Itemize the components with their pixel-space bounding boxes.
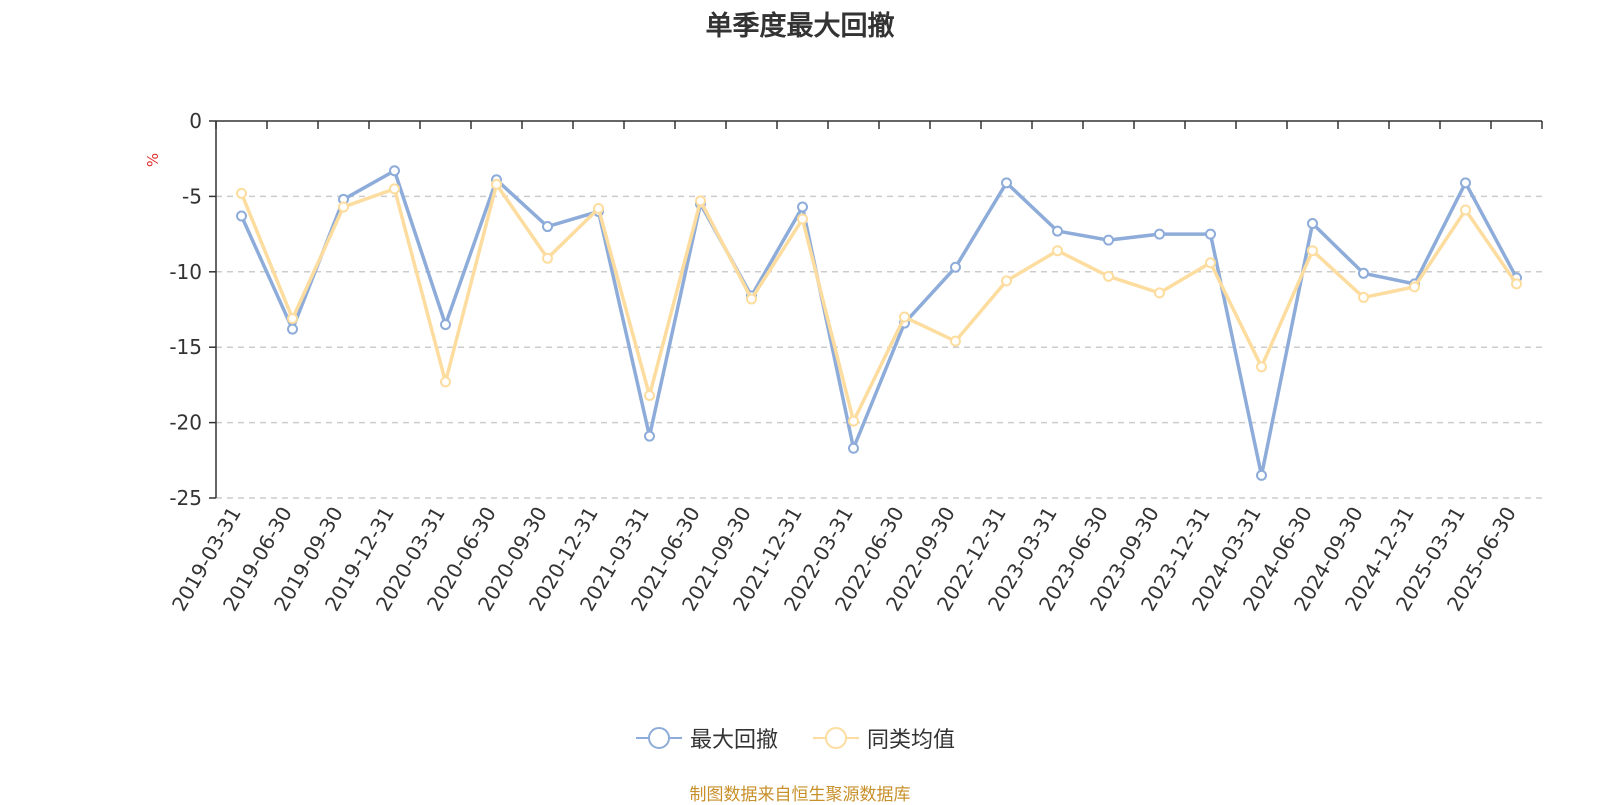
data-point[interactable] bbox=[899, 311, 910, 323]
data-point[interactable] bbox=[1409, 281, 1420, 293]
data-point[interactable] bbox=[1001, 275, 1012, 287]
data-point[interactable] bbox=[1307, 245, 1318, 257]
data-point[interactable] bbox=[1052, 245, 1063, 257]
data-point[interactable] bbox=[1460, 204, 1471, 216]
data-point[interactable] bbox=[1154, 228, 1165, 240]
data-point[interactable] bbox=[338, 201, 349, 213]
data-point[interactable] bbox=[1256, 361, 1267, 373]
source-note: 制图数据来自恒生聚源数据库 bbox=[689, 785, 911, 805]
data-point[interactable] bbox=[287, 323, 298, 335]
data-point[interactable] bbox=[1511, 278, 1522, 290]
data-point[interactable] bbox=[1358, 267, 1369, 279]
y-tick-label: -25 bbox=[169, 486, 202, 510]
series-lines bbox=[236, 165, 1522, 481]
series-1 bbox=[236, 178, 1522, 427]
data-point[interactable] bbox=[1103, 234, 1114, 246]
axes: 0-5-10-15-20-252019-03-312019-06-302019-… bbox=[167, 109, 1543, 615]
chart-title: 单季度最大回撤 bbox=[705, 11, 895, 42]
y-tick-label: -10 bbox=[169, 260, 202, 284]
data-point[interactable] bbox=[848, 442, 859, 454]
data-point[interactable] bbox=[1256, 469, 1267, 481]
y-tick-label: -15 bbox=[169, 335, 202, 359]
y-tick-label: 0 bbox=[189, 109, 202, 133]
data-point[interactable] bbox=[695, 195, 706, 207]
data-point[interactable] bbox=[797, 201, 808, 213]
data-point[interactable] bbox=[1103, 270, 1114, 282]
legend-item-category-average[interactable]: 同类均值 bbox=[813, 722, 955, 754]
data-point[interactable] bbox=[848, 415, 859, 427]
data-point[interactable] bbox=[950, 261, 961, 273]
data-point[interactable] bbox=[440, 376, 451, 388]
data-point[interactable] bbox=[491, 178, 502, 190]
data-point[interactable] bbox=[1154, 287, 1165, 299]
grid-lines bbox=[216, 195, 1542, 499]
data-point[interactable] bbox=[287, 313, 298, 325]
data-point[interactable] bbox=[797, 213, 808, 225]
data-point[interactable] bbox=[746, 293, 757, 305]
y-tick-label: -5 bbox=[182, 184, 202, 208]
series-line bbox=[239, 169, 1519, 478]
data-point[interactable] bbox=[1307, 218, 1318, 230]
data-point[interactable] bbox=[389, 183, 400, 195]
data-point[interactable] bbox=[644, 389, 655, 401]
data-point[interactable] bbox=[1205, 257, 1216, 269]
data-point[interactable] bbox=[389, 165, 400, 177]
data-point[interactable] bbox=[1358, 291, 1369, 303]
data-point[interactable] bbox=[593, 202, 604, 214]
data-point[interactable] bbox=[1460, 177, 1471, 189]
legend: 最大回撤 同类均值 bbox=[0, 722, 1600, 754]
data-point[interactable] bbox=[440, 319, 451, 331]
series-0 bbox=[236, 165, 1522, 481]
series-line bbox=[239, 182, 1518, 423]
data-point[interactable] bbox=[644, 430, 655, 442]
data-point[interactable] bbox=[1205, 228, 1216, 240]
y-tick-label: -20 bbox=[169, 411, 202, 435]
data-point[interactable] bbox=[542, 221, 553, 233]
legend-item-max-drawdown[interactable]: 最大回撤 bbox=[636, 722, 778, 754]
legend-label: 最大回撤 bbox=[690, 728, 779, 753]
data-point[interactable] bbox=[236, 187, 247, 199]
legend-label: 同类均值 bbox=[867, 728, 956, 753]
data-point[interactable] bbox=[542, 252, 553, 264]
data-point[interactable] bbox=[1001, 177, 1012, 189]
legend-marker-icon bbox=[813, 727, 859, 749]
line-chart: 0-5-10-15-20-252019-03-312019-06-302019-… bbox=[144, 109, 1543, 615]
y-axis-unit-label: % bbox=[144, 153, 162, 167]
data-point[interactable] bbox=[950, 335, 961, 347]
data-point[interactable] bbox=[236, 210, 247, 222]
legend-marker-icon bbox=[636, 727, 682, 749]
data-point[interactable] bbox=[1052, 225, 1063, 237]
